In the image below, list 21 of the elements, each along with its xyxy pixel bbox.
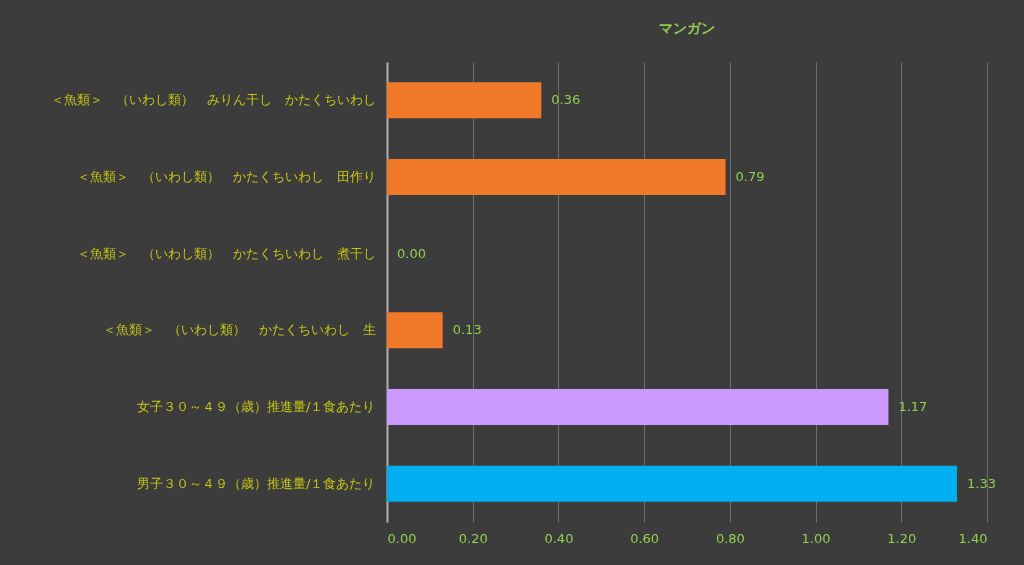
x-tick-label: 0.80 [715, 530, 745, 546]
y-tick-label: ＜魚類＞ （いわし類） みりん干し かたくちいわし [50, 92, 376, 108]
x-tick-label: 0.60 [630, 530, 660, 546]
x-tick-label: 1.20 [887, 530, 917, 546]
data-label: 0.13 [452, 322, 482, 338]
x-tick-label: 0.20 [458, 530, 488, 546]
y-tick-label: 女子３０～４９（歳）推進量/１食あたり [137, 399, 376, 414]
y-tick-label: ＜魚類＞ （いわし類） かたくちいわし 生 [102, 322, 376, 338]
x-tick-label: 0.00 [387, 530, 417, 546]
data-label: 0.36 [551, 92, 581, 108]
y-tick-label: ＜魚類＞ （いわし類） かたくちいわし 田作り [76, 169, 376, 184]
y-tick-label: ＜魚類＞ （いわし類） かたくちいわし 煮干し [76, 245, 376, 261]
x-tick-label: 1.00 [801, 530, 831, 546]
data-label: 0.00 [397, 245, 426, 261]
x-tick-label: 0.40 [544, 530, 574, 546]
y-tick-label: 男子３０～４９（歳）推進量/１食あたり [137, 475, 376, 491]
x-tick-label: 1.40 [958, 530, 988, 546]
data-label: 1.33 [967, 475, 996, 491]
data-label: 1.17 [898, 399, 928, 414]
chart-title: マンガン [659, 20, 715, 36]
data-label: 0.79 [735, 169, 765, 184]
